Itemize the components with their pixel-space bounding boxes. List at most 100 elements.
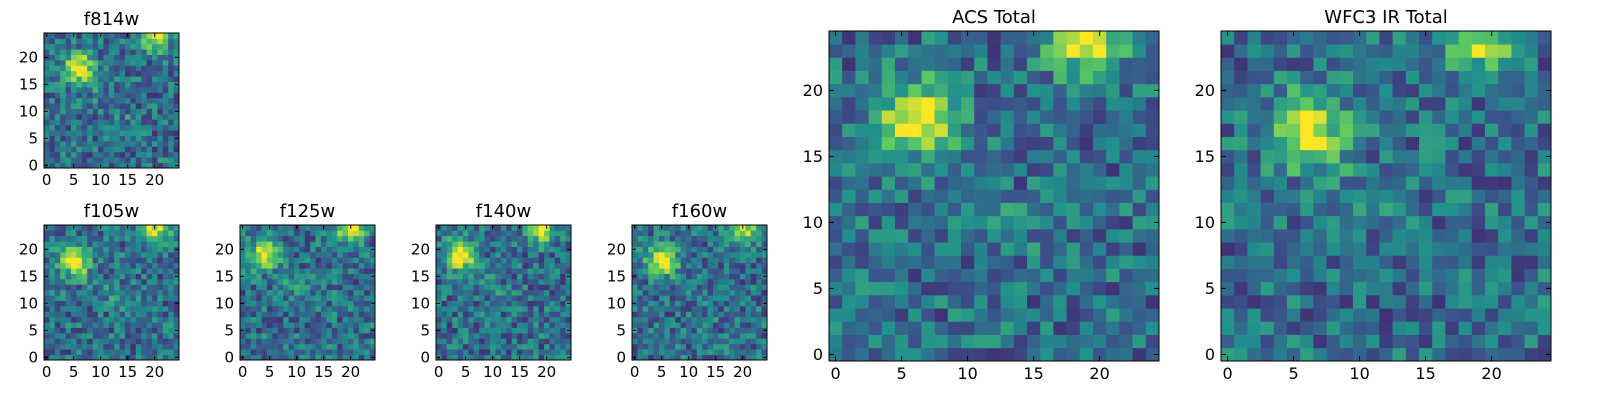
heatmap-cell: [560, 354, 566, 361]
heatmap-cell: [1013, 308, 1028, 322]
heatmap-cell: [348, 306, 354, 312]
heatmap-cell: [152, 87, 158, 93]
heatmap-cell: [457, 354, 464, 361]
heatmap-cell: [436, 268, 442, 274]
heatmap-cell: [49, 43, 56, 50]
heatmap-cell: [1339, 347, 1354, 362]
heatmap-cell: [1405, 136, 1420, 151]
heatmap-cell: [1273, 123, 1288, 137]
heatmap-cell: [664, 306, 671, 312]
heatmap-cell: [707, 306, 714, 312]
heatmap-cell: [92, 279, 99, 285]
heatmap-cell: [1353, 321, 1367, 335]
heatmap-cell: [1119, 189, 1133, 203]
heatmap-cell: [364, 262, 370, 269]
heatmap-cell: [364, 306, 370, 312]
heatmap-cell: [103, 43, 110, 50]
heatmap-cell: [691, 279, 698, 285]
heatmap-cell: [495, 252, 502, 258]
heatmap-cell: [1132, 176, 1147, 190]
heatmap-cell: [157, 284, 164, 291]
heatmap-cell: [495, 273, 502, 280]
heatmap-cell: [76, 343, 83, 350]
heatmap-cell: [119, 119, 126, 126]
heatmap-cell: [500, 268, 507, 274]
heatmap-cell: [261, 295, 268, 301]
heatmap-cell: [637, 295, 644, 301]
heatmap-cell: [60, 333, 66, 339]
heatmap-cell: [60, 273, 66, 280]
heatmap-cell: [484, 246, 491, 253]
heatmap-cell: [168, 235, 174, 242]
heatmap-cell: [288, 349, 295, 355]
heatmap-cell: [135, 87, 142, 93]
heatmap-cell: [157, 65, 164, 72]
heatmap-cell: [157, 135, 164, 142]
heatmap-cell: [353, 235, 360, 242]
heatmap-cell: [479, 295, 485, 301]
heatmap-cell: [680, 225, 687, 231]
heatmap-cell: [637, 289, 644, 296]
heatmap-cell: [256, 333, 262, 339]
heatmap-cell: [560, 230, 566, 237]
heatmap-cell: [1419, 136, 1433, 151]
heatmap-cell: [750, 306, 757, 312]
heatmap-cell: [267, 311, 273, 318]
heatmap-cell: [130, 114, 137, 120]
heatmap-cell: [1537, 242, 1552, 256]
heatmap-cell: [829, 281, 843, 296]
heatmap-cell: [1053, 110, 1067, 124]
heatmap-cell: [680, 295, 687, 301]
heatmap-cell: [108, 81, 115, 88]
heatmap-cell: [1339, 334, 1354, 349]
heatmap-cell: [648, 338, 654, 345]
heatmap-cell: [1000, 268, 1015, 283]
heatmap-cell: [745, 295, 752, 301]
heatmap-cell: [1145, 70, 1160, 85]
heatmap-cell: [1053, 136, 1067, 151]
heatmap-cell: [549, 327, 556, 334]
heatmap-cell: [81, 257, 88, 264]
x-tick-label: 15: [1415, 364, 1435, 383]
heatmap-cell: [1053, 229, 1067, 243]
heatmap-cell: [495, 246, 502, 253]
heatmap-cell: [114, 300, 120, 307]
heatmap-cell: [310, 311, 316, 318]
heatmap-cell: [1432, 57, 1446, 71]
plot-frame: [1220, 30, 1552, 362]
heatmap-cell: [162, 295, 169, 301]
heatmap-cell: [468, 343, 475, 350]
heatmap-cell: [168, 300, 174, 307]
heatmap-cell: [342, 322, 349, 328]
heatmap-cell: [152, 49, 158, 55]
heatmap-cell: [299, 311, 306, 318]
heatmap-cell: [1432, 295, 1446, 309]
heatmap-cell: [125, 268, 131, 274]
heatmap-cell: [1445, 176, 1459, 190]
heatmap-cell: [342, 327, 349, 334]
heatmap-cell: [342, 295, 349, 301]
heatmap-cell: [369, 349, 376, 355]
heatmap-cell: [527, 343, 534, 350]
heatmap-cell: [288, 273, 295, 280]
heatmap-cell: [60, 130, 66, 136]
heatmap-cell: [895, 176, 909, 190]
heatmap-cell: [168, 343, 174, 350]
heatmap-cell: [60, 103, 66, 109]
heatmap-cell: [729, 268, 735, 274]
heatmap-cell: [734, 246, 741, 253]
heatmap-cell: [1498, 83, 1512, 98]
heatmap-cell: [1445, 242, 1459, 256]
heatmap-cell: [653, 343, 660, 350]
heatmap-cell: [680, 311, 687, 318]
heatmap-cell: [1313, 44, 1327, 58]
heatmap-cell: [76, 97, 83, 104]
heatmap-cell: [745, 246, 752, 253]
heatmap-cell: [506, 284, 512, 291]
heatmap-cell: [1366, 347, 1380, 362]
heatmap-cell: [283, 273, 289, 280]
heatmap-cell: [1524, 229, 1539, 243]
heatmap-cell: [108, 349, 115, 355]
x-tick-label: 10: [1349, 364, 1369, 383]
